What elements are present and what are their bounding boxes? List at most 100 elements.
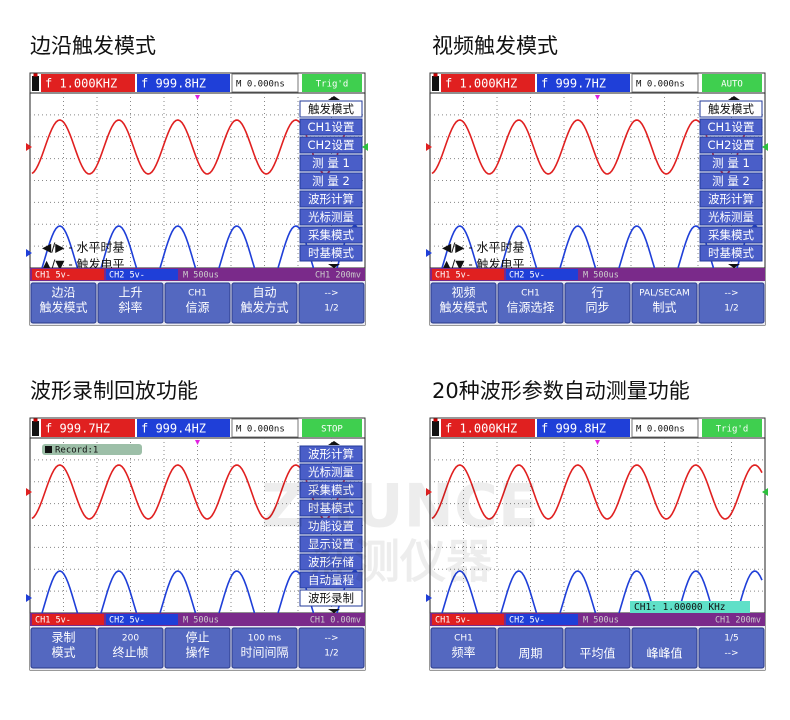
status-chip — [32, 269, 104, 280]
menu-item — [699, 226, 763, 244]
softkey-label: 信源 — [185, 301, 209, 315]
menu-item — [699, 190, 763, 208]
battery — [432, 76, 439, 91]
menu-label: 光标测量 — [308, 465, 354, 479]
softkey-label: 频率 — [451, 645, 475, 660]
status-chip — [506, 614, 578, 625]
scope-screen: f 1.000KHZ f 999.7HZ M 0.000ns AUTO 触发模式 CH1设… — [426, 72, 768, 326]
top-box — [41, 74, 135, 92]
top-reading: AUTO — [721, 80, 743, 90]
trig-level-marker — [762, 143, 768, 151]
softkey — [430, 627, 497, 669]
softkey-label: 视频 — [451, 285, 475, 300]
softkey-label: 100 ms — [248, 634, 282, 644]
softkey-label: 峰峰值 — [646, 646, 682, 661]
softkey — [497, 282, 564, 324]
softkey-label: 触发方式 — [240, 300, 288, 315]
ch2-marker — [26, 249, 32, 257]
ch2-marker — [426, 594, 432, 602]
softkey-label: 200 — [122, 634, 139, 644]
softkey-label: CH1 — [188, 289, 207, 299]
menu-label: 光标测量 — [708, 210, 754, 224]
softkey-label: 1/2 — [724, 304, 738, 314]
softkey-label: CH1 — [521, 289, 540, 299]
grid-area — [429, 437, 766, 614]
top-box — [231, 73, 299, 93]
softkey-label: 行 — [591, 286, 603, 300]
menu-up — [328, 96, 340, 100]
trig-level-marker — [762, 488, 768, 496]
softkey-label: --> — [324, 289, 338, 299]
softkey — [97, 282, 164, 324]
ch1-marker — [26, 488, 32, 496]
record-icon — [45, 446, 52, 453]
menu-label: 采集模式 — [708, 228, 754, 242]
softkey — [430, 282, 497, 324]
menu-label: 波形录制 — [308, 591, 354, 605]
menu-label: CH2设置 — [708, 138, 755, 152]
menu-item — [699, 136, 763, 154]
status-text: M 500us — [183, 271, 219, 281]
menu-label: 测 量 2 — [312, 174, 350, 188]
top-reading: f 1.000KHZ — [445, 77, 517, 91]
menu-item — [299, 553, 363, 571]
menu-item — [299, 481, 363, 499]
panel-title: 视频触发模式 — [432, 34, 558, 58]
top-box — [631, 73, 699, 93]
softkey — [631, 627, 698, 669]
battery-cap — [33, 418, 38, 422]
panel-title: 边沿触发模式 — [30, 34, 156, 58]
menu-label: 触发模式 — [708, 102, 754, 116]
status-chip — [506, 269, 578, 280]
top-reading: M 0.000ns — [236, 425, 285, 435]
top-box — [537, 419, 630, 437]
softkey-label: 终止帧 — [112, 645, 148, 660]
status-text: M 500us — [183, 616, 219, 626]
softkey-label: --> — [324, 634, 338, 644]
status-text: CH2 5v- — [509, 616, 545, 626]
softkey-label: 1/2 — [324, 649, 338, 659]
ch2-marker — [26, 594, 32, 602]
softkey — [298, 627, 365, 669]
scope-screen: f 1.000KHZ f 999.8HZ M 0.000ns Trig'd 触发模式 CH… — [26, 72, 368, 326]
menu-label: 波形存储 — [308, 555, 354, 569]
menu-item — [299, 571, 363, 589]
status-chip — [106, 614, 178, 625]
menu-item — [299, 100, 363, 118]
softkey-label: CH1 — [454, 634, 473, 644]
top-box — [137, 419, 230, 437]
battery-cap — [33, 73, 38, 77]
menu-label: 功能设置 — [308, 519, 354, 533]
menu-label: 光标测量 — [308, 210, 354, 224]
top-reading: f 1.000KHZ — [45, 77, 117, 91]
softkey-label: PAL/SECAM — [639, 289, 690, 299]
battery — [432, 421, 439, 436]
trig-level-marker — [362, 143, 368, 151]
menu-item — [699, 172, 763, 190]
menu-item — [299, 499, 363, 517]
menu-down — [328, 264, 340, 268]
softkey-label: 自动 — [252, 286, 276, 300]
top-box — [631, 418, 699, 438]
softkey — [231, 627, 298, 669]
menu-item — [299, 463, 363, 481]
menu-item — [699, 154, 763, 172]
menu-item — [299, 172, 363, 190]
softkey-label: 模式 — [51, 646, 75, 660]
status-chip — [432, 269, 504, 280]
top-box — [702, 419, 762, 437]
menu-up — [728, 96, 740, 100]
softkey-label: 斜率 — [118, 300, 142, 315]
status-text: CH1 5v- — [435, 616, 471, 626]
top-reading: STOP — [321, 425, 343, 435]
softkey — [30, 627, 97, 669]
top-box — [231, 418, 299, 438]
softkey — [564, 627, 631, 669]
top-reading: M 0.000ns — [636, 80, 685, 90]
trigger-pos — [595, 440, 600, 445]
waveform — [441, 570, 763, 613]
softkey — [298, 282, 365, 324]
status-text: CH1 5v- — [35, 616, 71, 626]
scope-screen: f 999.7HZ f 999.4HZ M 0.000ns STOP 波形计算光标测量采… — [26, 417, 366, 671]
